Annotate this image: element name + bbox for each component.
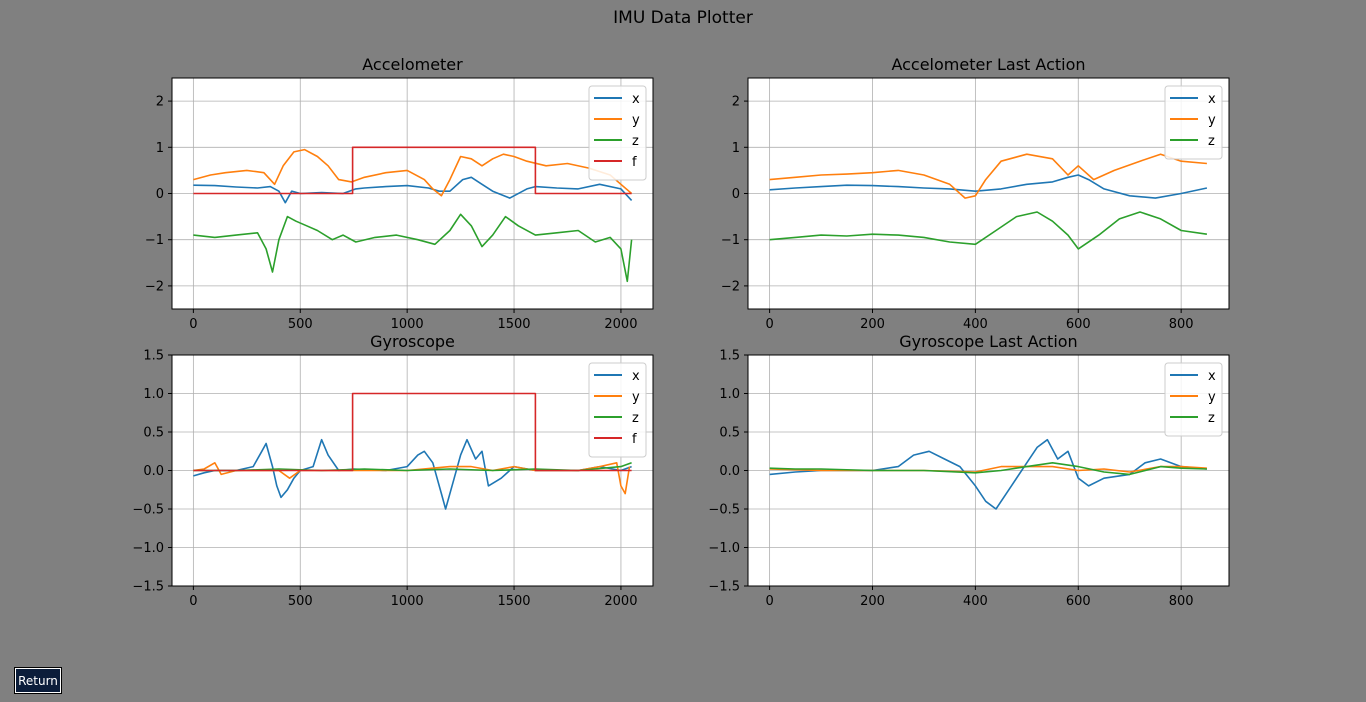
legend-label-x: x: [1208, 92, 1216, 107]
series-line-z: [193, 213, 633, 283]
y-tick-label: 1: [156, 141, 164, 156]
chart-title: Accelometer Last Action: [891, 55, 1085, 74]
series-line-x: [193, 176, 633, 204]
y-tick-label: −1: [145, 233, 164, 248]
legend-label-f: f: [632, 155, 637, 170]
chart-title: Gyroscope: [370, 332, 455, 351]
x-tick-label: 2000: [604, 317, 637, 332]
x-tick-label: 1000: [391, 594, 424, 609]
legend-label-f: f: [632, 432, 637, 447]
y-tick-label: −1.0: [708, 541, 740, 556]
legend: [588, 362, 647, 458]
legend-label-y: y: [1208, 390, 1216, 405]
y-tick-label: −1.5: [708, 580, 740, 595]
x-tick-label: 400: [963, 317, 988, 332]
legend-label-y: y: [1208, 113, 1216, 128]
series-line-x: [769, 438, 1207, 510]
x-tick-label: 0: [189, 317, 197, 332]
y-tick-label: 0.5: [143, 426, 164, 441]
legend-label-x: x: [632, 369, 640, 384]
y-tick-label: −2: [721, 279, 740, 294]
y-tick-label: 0: [732, 187, 740, 202]
x-tick-label: 800: [1169, 594, 1194, 609]
y-tick-label: 1.0: [719, 387, 740, 402]
y-tick-label: 0.5: [719, 426, 740, 441]
series-line-y: [193, 462, 631, 495]
series-line-y: [193, 148, 633, 197]
x-tick-label: 0: [765, 317, 773, 332]
legend-label-x: x: [632, 92, 640, 107]
x-tick-label: 1500: [497, 317, 530, 332]
x-tick-label: 0: [189, 594, 197, 609]
y-tick-label: −0.5: [708, 503, 740, 518]
window-title: IMU Data Plotter: [613, 8, 753, 28]
legend-label-y: y: [632, 113, 640, 128]
y-tick-label: 1.0: [143, 387, 164, 402]
y-tick-label: 0.0: [719, 464, 740, 479]
y-tick-label: −1.5: [132, 580, 164, 595]
x-tick-label: 200: [860, 317, 885, 332]
x-tick-label: 1500: [497, 594, 530, 609]
y-tick-label: 1.5: [719, 349, 740, 364]
x-tick-label: 800: [1169, 317, 1194, 332]
x-tick-label: 600: [1066, 317, 1091, 332]
series-line-z: [769, 211, 1208, 250]
y-tick-label: −0.5: [132, 503, 164, 518]
legend-label-z: z: [632, 411, 639, 426]
legend: [588, 85, 647, 181]
chart-title: Accelometer: [362, 55, 463, 74]
legend-label-y: y: [632, 390, 640, 405]
y-tick-label: −2: [145, 279, 164, 294]
legend-label-x: x: [1208, 369, 1216, 384]
y-tick-label: −1: [721, 233, 740, 248]
return-button[interactable]: Return: [14, 667, 62, 694]
x-tick-label: 1000: [391, 317, 424, 332]
y-tick-label: 1: [732, 141, 740, 156]
chart-title: Gyroscope Last Action: [899, 332, 1077, 351]
x-tick-label: 500: [288, 594, 313, 609]
y-tick-label: −1.0: [132, 541, 164, 556]
series-line-x: [769, 174, 1208, 199]
y-tick-label: 2: [732, 95, 740, 110]
x-tick-label: 200: [860, 594, 885, 609]
x-tick-label: 0: [765, 594, 773, 609]
x-tick-label: 2000: [604, 594, 637, 609]
series-line-y: [769, 153, 1207, 199]
series-line-f: [193, 392, 632, 472]
x-tick-label: 500: [288, 317, 313, 332]
series-line-x: [193, 438, 632, 510]
x-tick-label: 600: [1066, 594, 1091, 609]
series-line-f: [193, 146, 632, 195]
series-line-z: [769, 462, 1207, 476]
y-tick-label: 1.5: [143, 349, 164, 364]
legend-label-z: z: [632, 134, 639, 149]
legend-label-z: z: [1208, 411, 1215, 426]
legend-label-z: z: [1208, 134, 1215, 149]
x-tick-label: 400: [963, 594, 988, 609]
y-tick-label: 0.0: [143, 464, 164, 479]
y-tick-label: 0: [156, 187, 164, 202]
y-tick-label: 2: [156, 95, 164, 110]
